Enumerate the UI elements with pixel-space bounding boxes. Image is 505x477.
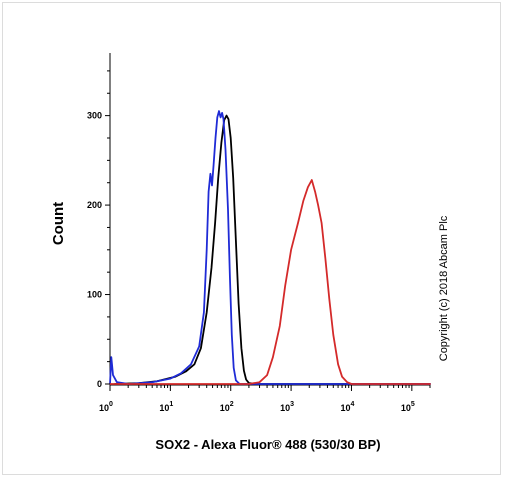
series-layer <box>109 110 431 385</box>
x-axis-ticks: 100 101 102 103 104 105 <box>99 385 431 413</box>
x-tick-label: 104 <box>341 401 355 413</box>
histogram-series-3 <box>109 179 431 385</box>
x-tick-label: 101 <box>159 401 173 413</box>
y-tick-label: 300 <box>87 111 102 121</box>
chart-frame: 0 100 200 300 100 101 102 103 104 105 Count SOX2… <box>2 2 501 475</box>
plot-area <box>109 53 430 386</box>
copyright-annotation: Copyright (c) 2018 Abcam Plc <box>438 215 450 361</box>
y-tick-label: 200 <box>87 200 102 210</box>
flow-cytometry-histogram: 0 100 200 300 100 101 102 103 104 105 Count SOX2… <box>50 53 450 452</box>
y-tick-label: 0 <box>97 379 102 389</box>
x-tick-label: 100 <box>99 401 113 413</box>
x-axis-title: SOX2 - Alexa Fluor® 488 (530/30 BP) <box>155 437 380 452</box>
histogram-series-1 <box>113 114 431 385</box>
y-tick-label: 100 <box>87 290 102 300</box>
x-tick-label: 105 <box>401 401 415 413</box>
y-axis-ticks: 0 100 200 300 <box>87 70 110 389</box>
y-axis-title: Count <box>50 202 67 245</box>
histogram-series-2 <box>109 110 431 385</box>
x-tick-label: 102 <box>220 401 234 413</box>
x-tick-label: 103 <box>280 401 294 413</box>
